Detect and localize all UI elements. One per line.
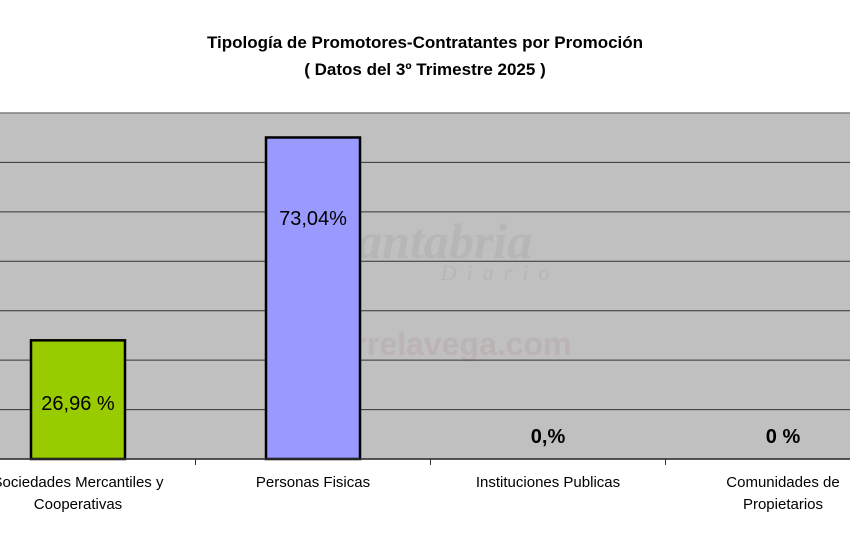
data-label: 73,04% (279, 208, 347, 230)
x-tick-label: Propietarios (743, 496, 823, 513)
x-tick-label: Cooperativas (34, 496, 122, 513)
chart-subtitle: ( Datos del 3º Trimestre 2025 ) (304, 60, 546, 79)
x-tick-label: Comunidades de (726, 474, 839, 491)
x-tick-label: Sociedades Mercantiles y (0, 474, 164, 491)
data-label: 0 % (766, 426, 801, 448)
x-tick-label: Instituciones Publicas (476, 474, 620, 491)
watermark-logo-sub: Diario (440, 260, 560, 285)
x-tick-label: Personas Fisicas (256, 474, 370, 491)
data-label: 26,96 % (41, 393, 115, 415)
bar (264, 136, 362, 461)
data-label: 0,% (531, 426, 566, 448)
bar (29, 339, 127, 461)
chart-title: Tipología de Promotores-Contratantes por… (206, 33, 644, 52)
plot-area (0, 112, 850, 460)
